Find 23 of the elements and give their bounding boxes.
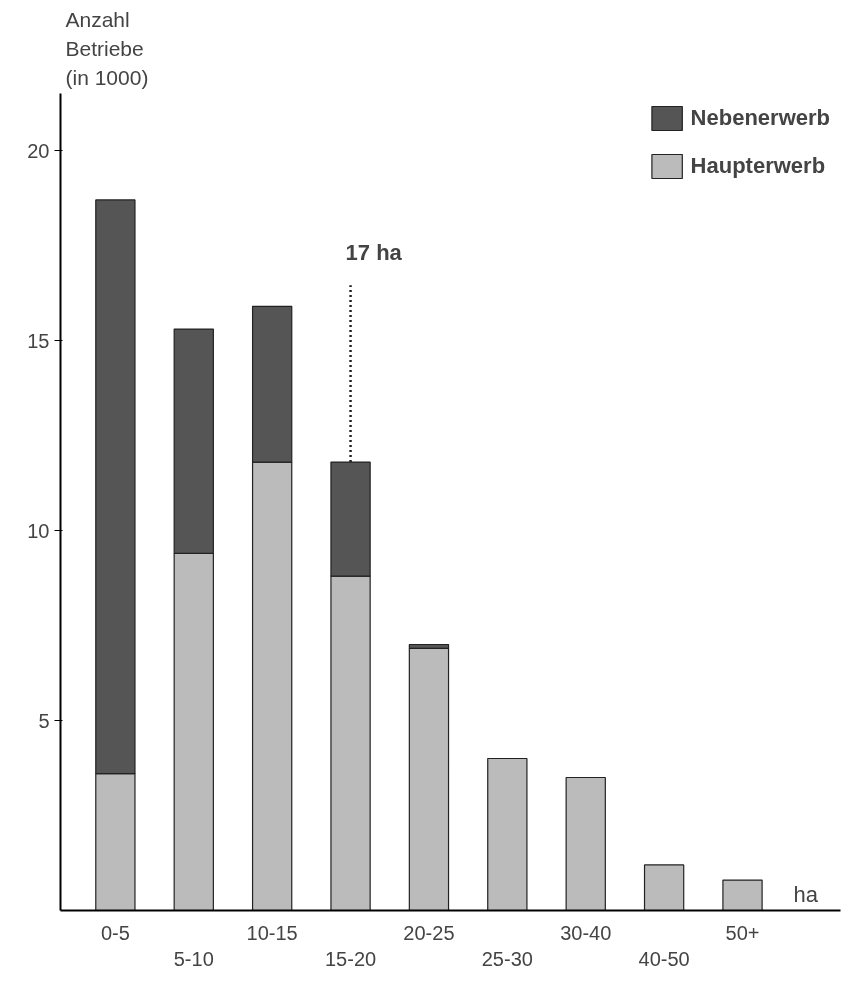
x-axis-title: ha <box>793 881 819 907</box>
x-tick-label: 30-40 <box>560 921 612 944</box>
x-tick-label: 10-15 <box>246 921 298 944</box>
x-tick-label: 5-10 <box>173 947 214 970</box>
bar <box>487 757 528 911</box>
bar <box>643 864 685 911</box>
legend-label: Haupterwerb <box>690 153 826 179</box>
legend-label: Nebenerwerb <box>690 105 830 131</box>
x-tick-label: 0-5 <box>100 921 130 944</box>
y-tick-label: 20 <box>27 139 50 162</box>
x-tick-label: 20-25 <box>403 921 455 944</box>
x-tick-label: 50+ <box>725 921 760 944</box>
y-tick-label: 15 <box>27 329 50 352</box>
x-tick-label: 40-50 <box>638 947 690 970</box>
ref-line-label: 17 ha <box>345 240 403 266</box>
y-tick-label: 5 <box>38 709 50 732</box>
bar <box>408 647 450 911</box>
x-tick-label: 15-20 <box>324 947 377 970</box>
bar <box>722 879 763 911</box>
y-axis-title: Anzahl Betriebe (in 1000) <box>65 8 149 89</box>
y-tick-label: 10 <box>27 519 50 542</box>
x-tick-label: 25-30 <box>481 947 533 970</box>
bar <box>565 776 606 911</box>
